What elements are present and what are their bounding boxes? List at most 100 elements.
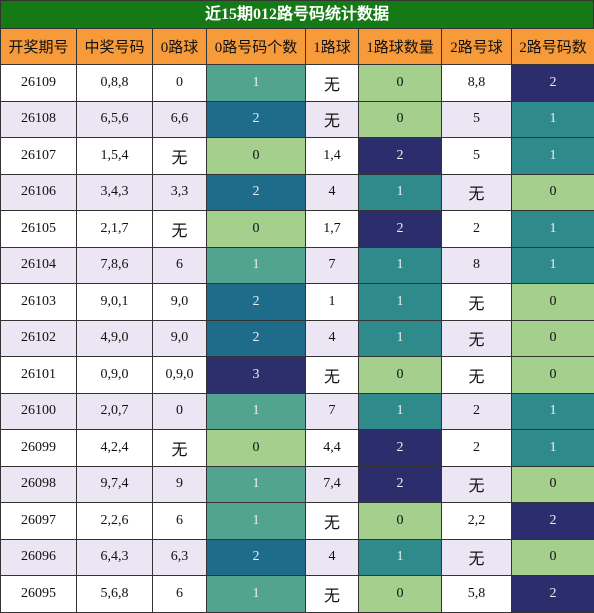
table-cell: 0 xyxy=(512,284,594,321)
table-cell: 7 xyxy=(306,247,359,284)
table-cell: 1 xyxy=(207,466,306,503)
table-cell: 1,4 xyxy=(306,138,359,175)
table-cell: 0 xyxy=(359,101,442,138)
table-cell: 0 xyxy=(359,65,442,102)
table-cell: 1,5,4 xyxy=(77,138,153,175)
table-cell: 0 xyxy=(207,211,306,248)
table-cell: 1 xyxy=(359,539,442,576)
table-cell: 1 xyxy=(359,320,442,357)
table-cell: 2 xyxy=(512,503,594,540)
table-cell: 9,0 xyxy=(153,284,207,321)
table-cell: 无 xyxy=(306,357,359,394)
table-cell: 26100 xyxy=(1,393,77,430)
table-cell: 6,6 xyxy=(153,101,207,138)
table-title: 近15期012路号码统计数据 xyxy=(0,0,594,28)
table-cell: 6,4,3 xyxy=(77,539,153,576)
table-cell: 2 xyxy=(359,138,442,175)
table-cell: 3 xyxy=(207,357,306,394)
table-cell: 0 xyxy=(512,320,594,357)
table-cell: 1 xyxy=(512,247,594,284)
table-cell: 无 xyxy=(442,320,512,357)
table-cell: 26105 xyxy=(1,211,77,248)
table-cell: 无 xyxy=(442,539,512,576)
table-cell: 0 xyxy=(512,174,594,211)
table-cell: 26101 xyxy=(1,357,77,394)
header-cell: 0路球 xyxy=(153,29,207,65)
table-cell: 无 xyxy=(442,284,512,321)
table-cell: 6 xyxy=(153,503,207,540)
table-cell: 无 xyxy=(442,466,512,503)
table-cell: 26102 xyxy=(1,320,77,357)
table-cell: 无 xyxy=(153,430,207,467)
table-cell: 2 xyxy=(442,211,512,248)
table-cell: 2 xyxy=(442,430,512,467)
table-cell: 9 xyxy=(153,466,207,503)
table-cell: 26107 xyxy=(1,138,77,175)
table-cell: 9,0,1 xyxy=(77,284,153,321)
table-cell: 2 xyxy=(207,284,306,321)
table-cell: 1 xyxy=(512,393,594,430)
table-cell: 6,3 xyxy=(153,539,207,576)
table-cell: 3,4,3 xyxy=(77,174,153,211)
table-cell: 2 xyxy=(359,466,442,503)
table-cell: 0,9,0 xyxy=(77,357,153,394)
table-cell: 0 xyxy=(512,539,594,576)
table-cell: 2 xyxy=(512,576,594,613)
table-cell: 2,2 xyxy=(442,503,512,540)
table-cell: 4,2,4 xyxy=(77,430,153,467)
table-cell: 无 xyxy=(442,174,512,211)
table-cell: 0 xyxy=(512,466,594,503)
table-cell: 无 xyxy=(153,138,207,175)
table-cell: 8 xyxy=(442,247,512,284)
table-cell: 1 xyxy=(207,393,306,430)
table-cell: 0 xyxy=(512,357,594,394)
table-cell: 1,7 xyxy=(306,211,359,248)
table-cell: 0,9,0 xyxy=(153,357,207,394)
table-cell: 2 xyxy=(359,430,442,467)
table-cell: 1 xyxy=(359,284,442,321)
table-cell: 6,5,6 xyxy=(77,101,153,138)
table-cell: 2 xyxy=(207,174,306,211)
table-cell: 26109 xyxy=(1,65,77,102)
table-cell: 2 xyxy=(207,320,306,357)
table-cell: 5 xyxy=(442,138,512,175)
table-cell: 2 xyxy=(359,211,442,248)
table-cell: 4,9,0 xyxy=(77,320,153,357)
table-cell: 1 xyxy=(207,503,306,540)
table-cell: 无 xyxy=(153,211,207,248)
table-cell: 26108 xyxy=(1,101,77,138)
table-cell: 1 xyxy=(512,211,594,248)
table-cell: 26098 xyxy=(1,466,77,503)
header-cell: 中奖号码 xyxy=(77,29,153,65)
table-cell: 0 xyxy=(153,65,207,102)
table-cell: 6 xyxy=(153,576,207,613)
table-cell: 1 xyxy=(512,138,594,175)
table-cell: 1 xyxy=(207,576,306,613)
table-cell: 7,4 xyxy=(306,466,359,503)
table-cell: 26095 xyxy=(1,576,77,613)
table-cell: 3,3 xyxy=(153,174,207,211)
table-cell: 5,6,8 xyxy=(77,576,153,613)
table-cell: 4,4 xyxy=(306,430,359,467)
header-cell: 2路号球 xyxy=(442,29,512,65)
table-cell: 2 xyxy=(512,65,594,102)
table-cell: 1 xyxy=(512,430,594,467)
table-cell: 4 xyxy=(306,320,359,357)
table-cell: 无 xyxy=(442,357,512,394)
table-cell: 7,8,6 xyxy=(77,247,153,284)
